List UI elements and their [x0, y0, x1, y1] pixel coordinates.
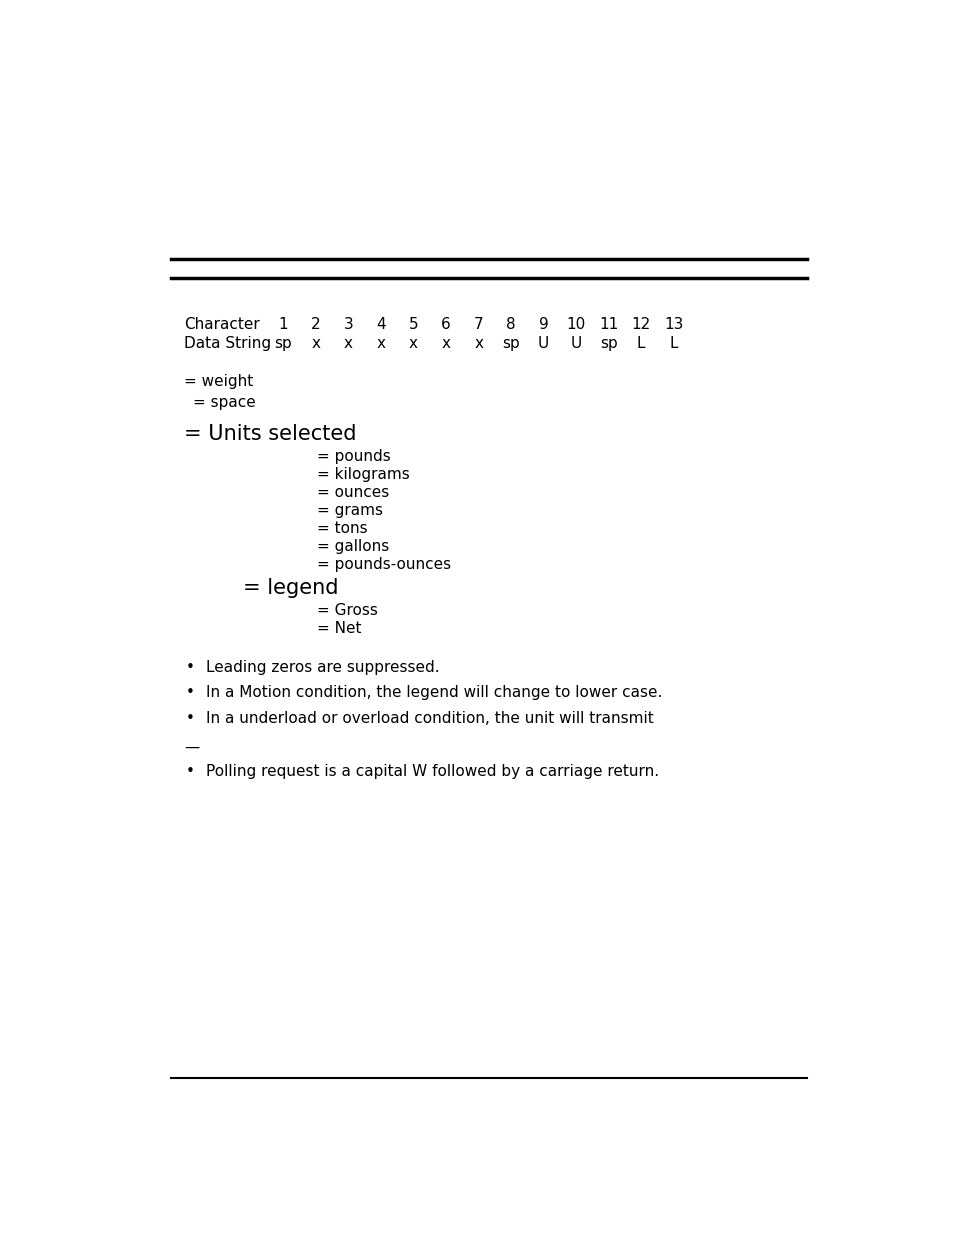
Text: = kilograms: = kilograms [317, 467, 410, 482]
Text: x: x [409, 336, 417, 351]
Text: •: • [186, 711, 194, 726]
Text: Character: Character [184, 316, 260, 331]
Text: x: x [441, 336, 450, 351]
Text: 10: 10 [566, 316, 585, 331]
Text: = ounces: = ounces [317, 485, 389, 500]
Text: L: L [669, 336, 678, 351]
Text: = Units selected: = Units selected [184, 424, 356, 443]
Text: = Gross: = Gross [317, 603, 378, 618]
Text: 2: 2 [311, 316, 320, 331]
Text: 3: 3 [343, 316, 353, 331]
Text: 1: 1 [278, 316, 288, 331]
Text: = legend: = legend [243, 578, 338, 598]
Text: In a Motion condition, the legend will change to lower case.: In a Motion condition, the legend will c… [206, 685, 662, 700]
Text: = grams: = grams [317, 503, 383, 517]
Text: 13: 13 [663, 316, 682, 331]
Text: U: U [537, 336, 549, 351]
Text: •: • [186, 764, 194, 779]
Text: = Net: = Net [317, 621, 361, 636]
Text: x: x [344, 336, 353, 351]
Text: = pounds: = pounds [317, 448, 391, 463]
Text: 6: 6 [440, 316, 451, 331]
Text: = space: = space [193, 395, 255, 410]
Text: 12: 12 [631, 316, 650, 331]
Text: Polling request is a capital W followed by a carriage return.: Polling request is a capital W followed … [206, 764, 659, 779]
Text: Data String: Data String [184, 336, 272, 351]
Text: 7: 7 [474, 316, 483, 331]
Text: = gallons: = gallons [317, 538, 389, 555]
Text: •: • [186, 659, 194, 674]
Text: In a underload or overload condition, the unit will transmit: In a underload or overload condition, th… [206, 711, 654, 726]
Text: 5: 5 [408, 316, 417, 331]
Text: 4: 4 [375, 316, 385, 331]
Text: x: x [474, 336, 482, 351]
Text: 9: 9 [538, 316, 548, 331]
Text: 8: 8 [506, 316, 516, 331]
Text: •: • [186, 685, 194, 700]
Text: sp: sp [274, 336, 292, 351]
Text: x: x [376, 336, 385, 351]
Text: x: x [311, 336, 320, 351]
Text: L: L [637, 336, 645, 351]
Text: = weight: = weight [184, 373, 253, 389]
Text: Leading zeros are suppressed.: Leading zeros are suppressed. [206, 659, 439, 674]
Text: —: — [184, 740, 199, 755]
Text: sp: sp [501, 336, 519, 351]
Text: U: U [570, 336, 581, 351]
Text: = tons: = tons [317, 521, 368, 536]
Text: sp: sp [599, 336, 617, 351]
Text: 11: 11 [598, 316, 618, 331]
Text: = pounds-ounces: = pounds-ounces [317, 557, 451, 572]
